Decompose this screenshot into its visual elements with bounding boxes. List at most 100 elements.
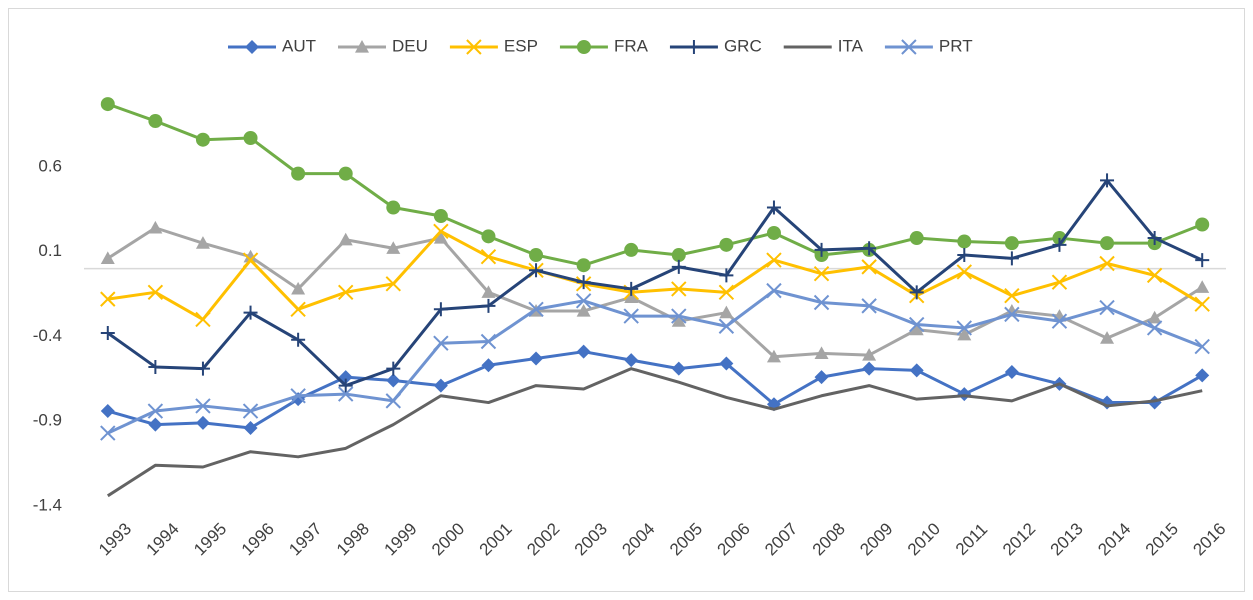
y-tick-label: -0.4	[33, 326, 62, 345]
marker	[766, 252, 782, 268]
marker	[147, 284, 164, 301]
marker	[1052, 237, 1067, 252]
marker	[1194, 296, 1210, 312]
marker	[671, 314, 686, 327]
marker	[433, 378, 448, 393]
marker	[862, 348, 877, 361]
marker	[148, 359, 163, 374]
marker	[671, 259, 686, 274]
marker	[481, 298, 496, 313]
marker	[480, 249, 497, 265]
marker	[195, 132, 210, 147]
marker	[719, 356, 734, 371]
marker	[529, 263, 544, 278]
marker	[623, 308, 639, 324]
marker	[957, 234, 972, 249]
legend-label: FRA	[614, 36, 649, 55]
marker	[1004, 236, 1019, 251]
marker	[100, 97, 115, 112]
marker	[481, 358, 496, 373]
marker	[433, 231, 448, 244]
marker	[242, 403, 259, 419]
marker	[1194, 338, 1210, 355]
y-tick-label: -0.9	[33, 411, 62, 430]
legend-marker	[901, 39, 917, 55]
marker	[575, 293, 592, 309]
series-line	[107, 350, 1203, 430]
legend-label: ESP	[504, 36, 538, 55]
marker	[1004, 288, 1020, 304]
legend-marker	[245, 40, 259, 54]
marker	[909, 285, 924, 300]
marker	[290, 301, 306, 317]
marker	[862, 361, 877, 376]
marker	[718, 318, 735, 334]
marker	[861, 298, 877, 314]
marker	[100, 404, 115, 419]
marker	[766, 200, 781, 215]
legend-marker	[576, 40, 591, 54]
marker	[862, 241, 877, 256]
marker	[386, 241, 401, 254]
marker	[909, 316, 925, 333]
marker	[813, 294, 830, 311]
marker	[290, 388, 306, 404]
marker	[909, 231, 924, 246]
y-tick-label: -1.4	[33, 495, 62, 514]
marker	[1147, 310, 1162, 324]
legend-label: ITA	[838, 36, 864, 55]
marker	[957, 327, 972, 341]
marker	[1100, 331, 1115, 344]
legend-marker	[686, 40, 701, 54]
marker	[291, 166, 306, 181]
marker	[719, 268, 734, 283]
marker	[624, 290, 639, 304]
marker	[956, 264, 972, 280]
marker	[671, 281, 687, 297]
marker	[1195, 368, 1210, 383]
legend-label: AUT	[282, 36, 316, 55]
marker	[766, 225, 781, 240]
marker	[814, 370, 829, 385]
series-line	[106, 226, 1204, 359]
marker	[481, 229, 496, 244]
marker	[433, 335, 449, 351]
marker	[243, 131, 258, 146]
marker	[1051, 274, 1068, 290]
marker	[100, 326, 115, 341]
marker	[1100, 236, 1115, 251]
marker	[528, 301, 544, 317]
marker	[957, 248, 972, 263]
y-tick-label: 0.1	[38, 241, 62, 260]
marker	[386, 373, 401, 388]
marker	[1195, 280, 1210, 293]
marker	[385, 276, 401, 292]
marker	[671, 308, 687, 324]
series-line	[106, 178, 1203, 388]
marker	[814, 242, 829, 257]
marker	[1004, 306, 1020, 323]
marker	[576, 275, 591, 290]
marker	[195, 415, 210, 430]
marker	[148, 417, 163, 432]
marker	[718, 284, 735, 301]
marker	[529, 351, 544, 366]
marker	[386, 200, 401, 215]
marker	[624, 353, 639, 368]
marker	[338, 284, 354, 301]
marker	[433, 223, 449, 239]
marker	[529, 248, 544, 263]
marker	[861, 259, 877, 275]
marker	[100, 291, 116, 307]
marker	[148, 220, 163, 234]
marker	[624, 242, 639, 257]
marker	[243, 305, 258, 320]
marker	[1146, 267, 1163, 284]
marker	[148, 114, 163, 129]
legend-label: DEU	[392, 36, 428, 55]
marker	[1147, 231, 1162, 246]
marker	[1195, 253, 1210, 268]
marker	[813, 265, 830, 282]
marker	[100, 425, 116, 441]
series-line	[106, 367, 1203, 498]
